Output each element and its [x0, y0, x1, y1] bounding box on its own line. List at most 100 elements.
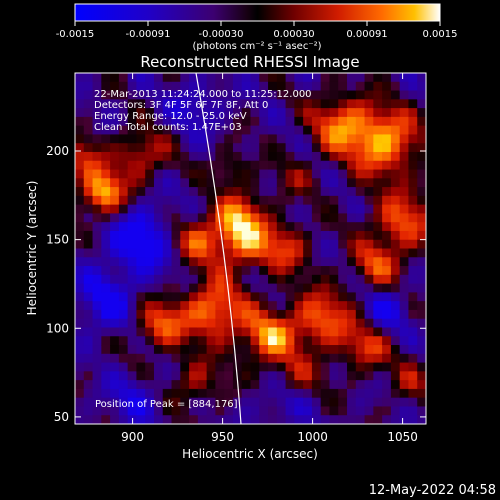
- heatmap-cell: [136, 283, 146, 293]
- heatmap-cell: [338, 309, 348, 320]
- heatmap-cell: [197, 81, 208, 92]
- heatmap-cell: [118, 309, 129, 320]
- heatmap-cell: [153, 362, 164, 372]
- heatmap-cell: [408, 327, 418, 337]
- heatmap-cell: [355, 266, 366, 276]
- heatmap-cell: [83, 397, 94, 408]
- heatmap-cell: [259, 257, 269, 267]
- heatmap-cell: [268, 388, 278, 399]
- heatmap-cell: [285, 222, 295, 232]
- heatmap-cell: [408, 388, 418, 399]
- heatmap-cell: [382, 388, 392, 399]
- heatmap-cell: [241, 301, 252, 311]
- heatmap-cell: [215, 266, 225, 276]
- heatmap-cell: [92, 353, 102, 364]
- heatmap-cell: [101, 99, 111, 109]
- heatmap-cell: [303, 274, 313, 285]
- heatmap-cell: [408, 222, 418, 232]
- heatmap-cell: [136, 90, 146, 100]
- heatmap-cell: [338, 169, 348, 179]
- heatmap-cell: [399, 187, 410, 197]
- heatmap-cell: [180, 257, 190, 267]
- heatmap-cell: [241, 362, 252, 372]
- heatmap-cell: [75, 108, 85, 118]
- heatmap-cell: [373, 406, 383, 416]
- heatmap-cell: [259, 213, 269, 223]
- heatmap-cell: [373, 90, 383, 100]
- heatmap-cell: [329, 73, 339, 83]
- heatmap-cell: [355, 292, 366, 302]
- heatmap-cell: [127, 274, 138, 285]
- heatmap-cell: [136, 239, 146, 250]
- heatmap-cell: [162, 116, 173, 127]
- heatmap-cell: [189, 292, 199, 302]
- heatmap-cell: [382, 257, 392, 267]
- heatmap-cell: [338, 397, 348, 408]
- heatmap-cell: [197, 204, 208, 215]
- heatmap-cell: [162, 283, 173, 293]
- heatmap-cell: [118, 99, 129, 109]
- heatmap-cell: [197, 213, 208, 223]
- heatmap-cell: [75, 371, 85, 381]
- heatmap-cell: [75, 222, 85, 232]
- heatmap-cell: [127, 178, 138, 188]
- heatmap-cell: [101, 266, 111, 276]
- heatmap-cell: [382, 178, 392, 188]
- heatmap-cell: [241, 380, 252, 390]
- heatmap-cell: [408, 90, 418, 100]
- heatmap-cell: [92, 187, 102, 197]
- heatmap-cell: [382, 108, 392, 118]
- heatmap-cell: [241, 283, 252, 293]
- heatmap-cell: [294, 388, 304, 399]
- heatmap-cell: [241, 81, 252, 92]
- heatmap-cell: [101, 397, 111, 408]
- heatmap-cell: [320, 248, 331, 258]
- heatmap-cell: [250, 151, 260, 162]
- heatmap-cell: [268, 108, 278, 118]
- heatmap-cell: [232, 397, 243, 408]
- heatmap-cell: [303, 195, 313, 206]
- heatmap-cell: [197, 195, 208, 206]
- heatmap-cell: [83, 230, 94, 241]
- heatmap-cell: [92, 292, 102, 302]
- heatmap-cell: [215, 213, 225, 223]
- heatmap-cell: [197, 125, 208, 136]
- heatmap-cell: [110, 397, 120, 408]
- heatmap-cell: [347, 406, 357, 416]
- heatmap-cell: [110, 239, 120, 250]
- heatmap-cell: [355, 134, 366, 144]
- heatmap-cell: [101, 73, 111, 83]
- heatmap-cell: [241, 222, 252, 232]
- heatmap-cell: [355, 371, 366, 381]
- heatmap-cell: [241, 388, 252, 399]
- heatmap-cell: [347, 397, 357, 408]
- heatmap-cell: [75, 292, 85, 302]
- heatmap-cell: [110, 90, 120, 100]
- heatmap-cell: [83, 195, 94, 206]
- heatmap-cell: [373, 301, 383, 311]
- heatmap-cell: [268, 336, 278, 346]
- heatmap-cell: [276, 90, 287, 100]
- heatmap-cell: [118, 327, 129, 337]
- heatmap-cell: [294, 160, 304, 171]
- heatmap-cell: [268, 301, 278, 311]
- heatmap-cell: [83, 81, 94, 92]
- heatmap-cell: [136, 309, 146, 320]
- heatmap-cell: [232, 388, 243, 399]
- heatmap-cell: [215, 345, 225, 355]
- heatmap-cell: [83, 362, 94, 372]
- heatmap-cell: [390, 239, 401, 250]
- heatmap-cell: [259, 151, 269, 162]
- heatmap-cell: [390, 125, 401, 136]
- heatmap-cell: [294, 362, 304, 372]
- heatmap-cell: [338, 195, 348, 206]
- heatmap-cell: [303, 362, 313, 372]
- heatmap-cell: [162, 327, 173, 337]
- colorbar-tick-label: 0.00091: [346, 29, 387, 40]
- heatmap-cell: [127, 397, 138, 408]
- heatmap-cell: [224, 336, 234, 346]
- heatmap-cell: [408, 239, 418, 250]
- heatmap-cell: [110, 388, 120, 399]
- heatmap-cell: [276, 178, 287, 188]
